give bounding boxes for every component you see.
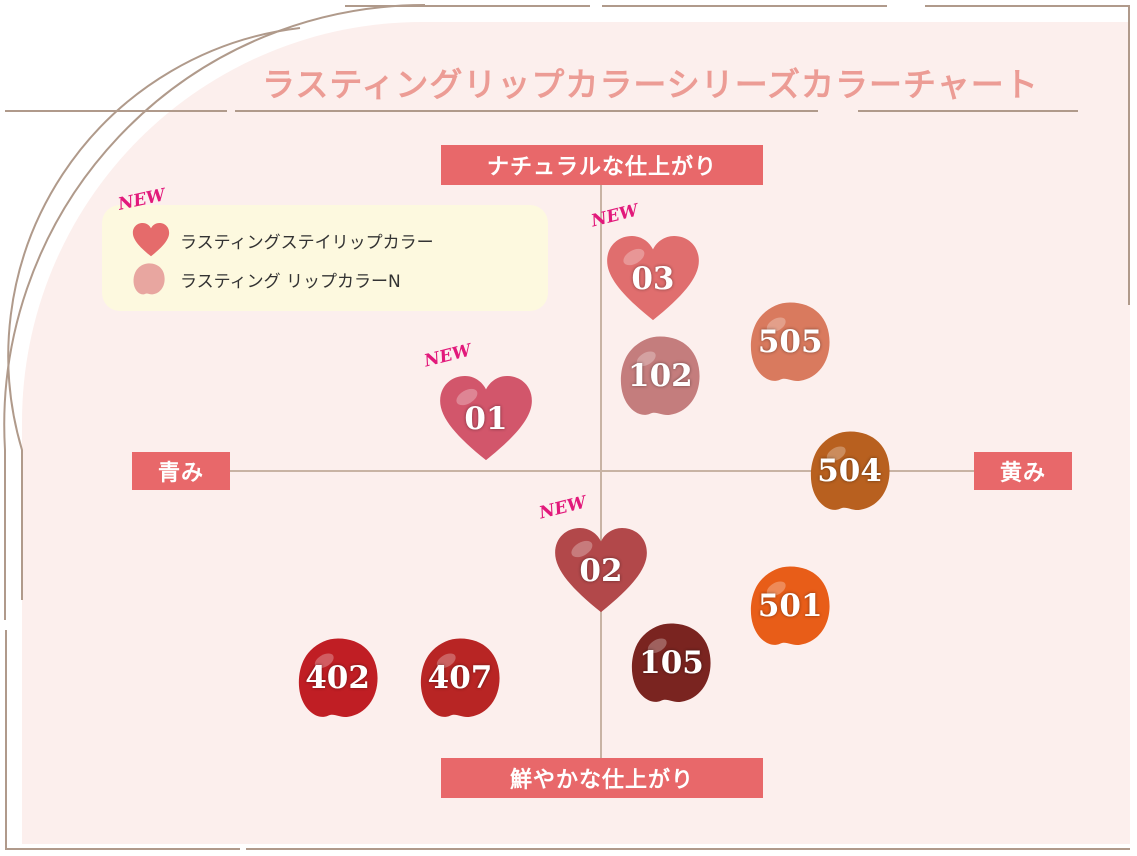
lip-color-marker-01: 01 [438, 376, 534, 462]
decorative-line [5, 630, 7, 850]
marker-fill-102 [621, 336, 700, 416]
marker-highlight-03 [623, 248, 645, 265]
legend-heart-shape [132, 223, 170, 257]
marker-highlight-01 [456, 389, 478, 406]
marker-highlight-505 [767, 317, 786, 332]
chart-title: ラスティングリップカラーシリーズカラーチャート [262, 65, 1039, 104]
marker-highlight-402 [314, 653, 334, 668]
decorative-line [235, 110, 818, 112]
marker-fill-03 [607, 235, 699, 320]
marker-fill-505 [751, 302, 830, 381]
heart-shape-02 [555, 528, 647, 613]
marker-fill-105 [632, 623, 712, 703]
lip-color-marker-03: 03 [605, 235, 701, 322]
decorative-line [925, 5, 1130, 7]
lip-color-marker-02: 02 [553, 528, 649, 614]
decorative-arc-inner [7, 27, 301, 600]
lip-swatch-icon [133, 263, 165, 295]
marker-highlight-102 [637, 351, 657, 367]
marker-fill-402 [298, 638, 378, 717]
legend: ラスティングステイリップカラー ラスティング リップカラーN [102, 205, 548, 311]
lip-color-marker-501: 501 [747, 563, 833, 649]
marker-highlight-407 [436, 653, 456, 668]
heart-shape-01 [440, 376, 532, 461]
lip-color-marker-102: 102 [617, 333, 703, 419]
legend-item-stay: ラスティングステイリップカラー [180, 233, 434, 253]
axis-label-bottom: 鮮やかな仕上がり [441, 758, 763, 798]
swatch-shape-105 [632, 623, 712, 703]
decorative-line [602, 5, 887, 7]
marker-highlight-504 [826, 446, 846, 462]
decorative-line [246, 848, 1130, 850]
legend-item-n: ラスティング リップカラーN [180, 272, 401, 292]
decorative-line [5, 848, 240, 850]
marker-fill-504 [810, 431, 890, 511]
swatch-shape-407 [420, 638, 500, 717]
decorative-line [345, 5, 590, 7]
marker-fill-407 [420, 638, 500, 717]
lip-color-marker-407: 407 [417, 635, 503, 721]
swatch-shape-505 [751, 302, 830, 381]
legend-blob-shape [133, 263, 165, 295]
marker-fill-01 [440, 376, 532, 461]
axis-label-top: ナチュラルな仕上がり [441, 145, 763, 185]
swatch-shape-504 [810, 431, 890, 511]
swatch-shape-501 [751, 566, 830, 645]
marker-highlight-02 [571, 541, 593, 558]
marker-fill-02 [555, 528, 647, 613]
swatch-shape-102 [621, 336, 700, 416]
decorative-line [858, 110, 1078, 112]
marker-highlight-105 [648, 638, 668, 654]
lip-color-marker-402: 402 [295, 635, 381, 721]
axis-label-right: 黄み [974, 452, 1072, 490]
lip-color-marker-105: 105 [628, 620, 714, 706]
decorative-line [1128, 5, 1130, 305]
marker-fill-501 [751, 566, 830, 645]
heart-icon [132, 223, 170, 257]
lip-color-marker-504: 504 [807, 428, 893, 514]
axis-label-left: 青み [132, 452, 230, 490]
heart-shape-03 [607, 235, 699, 320]
horizontal-axis-line [230, 470, 974, 472]
marker-highlight-501 [767, 581, 786, 597]
lip-color-marker-505: 505 [747, 299, 833, 385]
swatch-shape-402 [298, 638, 378, 717]
